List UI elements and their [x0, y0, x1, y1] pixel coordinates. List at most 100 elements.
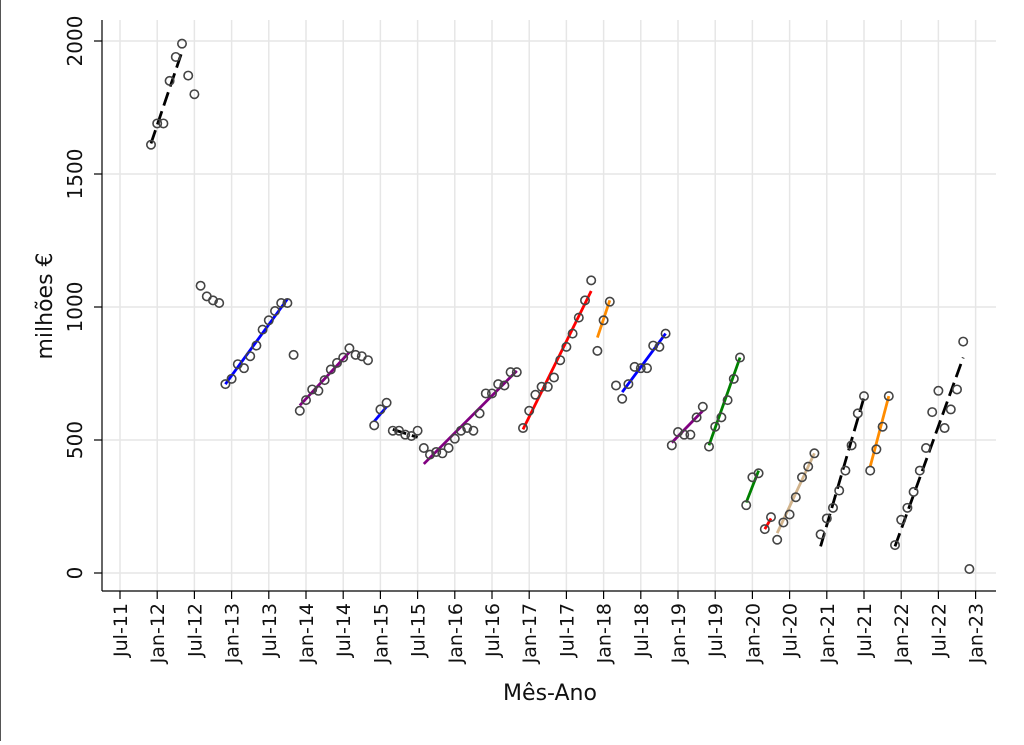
data-point [964, 564, 975, 575]
x-tick-label: Jul-15 [408, 603, 430, 658]
data-point [524, 405, 535, 416]
x-tick-label: Jul-18 [631, 603, 653, 658]
data-point [505, 367, 516, 378]
data-point [443, 442, 454, 453]
data-point [573, 312, 584, 323]
data-point [827, 502, 838, 513]
data-point [939, 423, 950, 434]
data-point [567, 328, 578, 339]
data-point [511, 367, 522, 378]
data-point [703, 441, 714, 452]
x-tick-label: Jul-21 [854, 603, 876, 658]
x-tick-labels: Jul-11 Jan-12 Jul-12 Jan-13 Jul-13 Jan-14 Jul-… [110, 603, 988, 664]
data-point [195, 280, 206, 291]
data-point [381, 397, 392, 408]
data-point [158, 118, 169, 129]
trend-line [298, 351, 351, 407]
data-point [276, 298, 287, 309]
data-point [617, 393, 628, 404]
y-tick-labels: 0 500 1000 1500 2000 [63, 16, 87, 580]
data-point [319, 375, 330, 386]
data-point [902, 502, 913, 513]
data-point [300, 395, 311, 406]
data-point [146, 139, 157, 150]
data-point [840, 465, 851, 476]
data-point [375, 404, 386, 415]
x-tick-label: Jan-20 [742, 603, 764, 664]
x-tick-label: Jan-22 [891, 603, 913, 664]
x-tick-label: Jul-19 [705, 603, 727, 658]
data-point [220, 379, 231, 390]
data-point [282, 298, 293, 309]
x-tick-label: Jul-20 [780, 603, 802, 658]
data-point [629, 361, 640, 372]
data-point [610, 380, 621, 391]
trend-line [763, 517, 773, 530]
data-point [561, 341, 572, 352]
data-point [871, 444, 882, 455]
axes [94, 20, 996, 599]
data-point [883, 391, 894, 402]
data-point [548, 372, 559, 383]
data-point [542, 381, 553, 392]
data-point [598, 315, 609, 326]
data-point [846, 440, 857, 451]
data-point [741, 500, 752, 511]
data-point [716, 412, 727, 423]
data-point [889, 540, 900, 551]
data-point [809, 448, 820, 459]
data-point [263, 315, 274, 326]
data-point [486, 388, 497, 399]
data-point [728, 373, 739, 384]
y-tick-label: 2000 [63, 16, 87, 67]
data-point [666, 440, 677, 451]
data-point [517, 423, 528, 434]
data-point [660, 328, 671, 339]
data-point [152, 118, 163, 129]
data-point [865, 465, 876, 476]
y-tick-label: 0 [63, 567, 87, 580]
data-point [710, 421, 721, 432]
data-point [189, 89, 200, 100]
data-point [765, 512, 776, 523]
data-point [958, 336, 969, 347]
trend-line [707, 357, 742, 446]
data-point [269, 305, 280, 316]
data-point [369, 420, 380, 431]
data-point [431, 446, 442, 457]
data-point [945, 404, 956, 415]
y-tick-label: 1000 [63, 282, 87, 333]
data-point [648, 340, 659, 351]
data-point [331, 357, 342, 368]
data-point [672, 427, 683, 438]
y-tick-label: 1500 [63, 149, 87, 200]
gridlines [102, 20, 996, 591]
data-point [170, 51, 181, 62]
left-border-rule [0, 0, 1, 741]
data-point [418, 442, 429, 453]
data-point [499, 380, 510, 391]
trend-line [868, 395, 891, 467]
data-point [344, 343, 355, 354]
data-point [387, 425, 398, 436]
data-point [778, 517, 789, 528]
data-point [164, 75, 175, 86]
data-point [790, 492, 801, 503]
data-point [592, 345, 603, 356]
data-point [796, 472, 807, 483]
x-tick-label: Jan-15 [370, 603, 392, 664]
data-point [362, 355, 373, 366]
data-point [474, 408, 485, 419]
data-point [288, 349, 299, 360]
data-point [257, 324, 268, 335]
data-point [834, 485, 845, 496]
data-point [858, 391, 869, 402]
x-tick-label: Jan-14 [296, 603, 318, 664]
trend-line [149, 51, 184, 144]
data-point [480, 388, 491, 399]
data-point [784, 509, 795, 520]
data-point [623, 379, 634, 390]
data-point [815, 529, 826, 540]
data-point [294, 405, 305, 416]
